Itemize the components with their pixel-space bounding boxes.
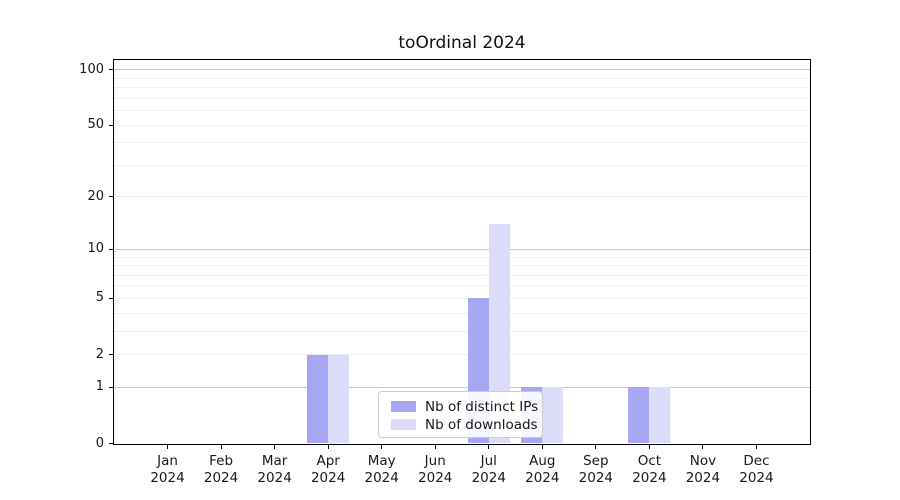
x-axis-tick-mark — [702, 444, 704, 449]
y-axis-tick-label: 0 — [95, 435, 104, 451]
gridline-minor — [114, 87, 810, 89]
x-axis-tick-mark — [541, 444, 543, 449]
gridline-minor — [114, 297, 810, 299]
x-axis-tick-label: Nov 2024 — [685, 452, 721, 486]
legend-swatch-downloads — [391, 419, 416, 430]
y-axis-tick-label: 2 — [95, 346, 104, 362]
x-axis-tick-label: Mar 2024 — [257, 452, 292, 486]
gridline-major — [114, 386, 810, 388]
gridline-minor — [114, 97, 810, 99]
plot-border-left — [113, 60, 114, 444]
gridline-major — [114, 69, 810, 71]
y-axis-tick-label: 100 — [79, 61, 104, 77]
y-axis-tick-mark — [109, 443, 113, 444]
legend-item-distinct-ips: Nb of distinct IPs — [391, 398, 542, 415]
gridline-minor — [114, 274, 810, 276]
legend: Nb of distinct IPs Nb of downloads — [378, 391, 543, 438]
gridline-major — [114, 248, 810, 250]
gridline-minor — [114, 164, 810, 166]
gridline-minor — [114, 330, 810, 332]
bar-apr-downloads — [328, 354, 350, 444]
gridline-minor — [114, 256, 810, 258]
x-axis-tick-label: Aug 2024 — [525, 452, 560, 486]
bar-oct-distinct-ips — [628, 387, 650, 444]
plot-border-right — [810, 60, 811, 444]
y-axis-tick-mark — [109, 354, 113, 356]
x-axis-tick-label: Jun 2024 — [418, 452, 453, 486]
x-axis-tick-label: Jan 2024 — [150, 452, 185, 486]
y-axis-tick-mark — [109, 248, 113, 250]
y-axis-tick-label: 50 — [87, 117, 104, 133]
x-axis-tick-mark — [434, 444, 436, 449]
x-axis-tick-label: Oct 2024 — [632, 452, 667, 486]
y-axis-tick-mark — [109, 196, 113, 198]
y-axis-tick-label: 20 — [87, 188, 104, 204]
x-axis-tick-mark — [488, 444, 490, 449]
x-axis-tick-label: Jul 2024 — [471, 452, 506, 486]
x-axis-tick-label: Feb 2024 — [203, 452, 239, 486]
bar-aug-downloads — [542, 387, 564, 444]
x-axis-tick-mark — [755, 444, 757, 449]
y-axis-tick-mark — [109, 69, 113, 71]
bar-jul-downloads — [488, 224, 510, 444]
legend-swatch-distinct-ips — [391, 401, 416, 412]
bar-apr-distinct-ips — [307, 354, 329, 444]
x-axis-tick-label: May 2024 — [364, 452, 399, 486]
x-axis-tick-label: Dec 2024 — [739, 452, 774, 486]
y-axis-tick-mark — [109, 124, 113, 126]
y-axis-tick-label: 10 — [87, 241, 104, 257]
y-axis-tick-label: 5 — [95, 290, 104, 306]
x-axis-tick-mark — [381, 444, 383, 449]
x-axis-tick-label: Apr 2024 — [310, 452, 346, 486]
legend-label-distinct-ips: Nb of distinct IPs — [425, 398, 539, 415]
gridline-minor — [114, 196, 810, 198]
gridline-minor — [114, 354, 810, 356]
y-axis-tick-mark — [109, 297, 113, 299]
x-axis-tick-mark — [274, 444, 276, 449]
gridline-minor — [114, 142, 810, 144]
y-axis-tick-label: 1 — [95, 379, 104, 395]
x-axis-tick-mark — [220, 444, 222, 449]
legend-item-downloads: Nb of downloads — [391, 416, 542, 433]
x-axis-tick-mark — [648, 444, 650, 449]
plot-border-bottom — [113, 443, 811, 445]
bar-oct-downloads — [649, 387, 671, 444]
gridline-minor — [114, 124, 810, 126]
x-axis-tick-mark — [595, 444, 597, 449]
gridline-minor — [114, 110, 810, 112]
gridline-minor — [114, 77, 810, 79]
x-axis-tick-label: Sep 2024 — [578, 452, 613, 486]
gridline-minor — [114, 285, 810, 287]
x-axis-tick-mark — [327, 444, 329, 449]
chart-title: toOrdinal 2024 — [398, 33, 526, 53]
legend-label-downloads: Nb of downloads — [425, 416, 538, 433]
x-axis-tick-mark — [167, 444, 169, 449]
y-axis-tick-mark — [109, 386, 113, 388]
gridline-minor — [114, 312, 810, 314]
plot-border-top — [113, 59, 811, 60]
gridline-minor — [114, 265, 810, 267]
